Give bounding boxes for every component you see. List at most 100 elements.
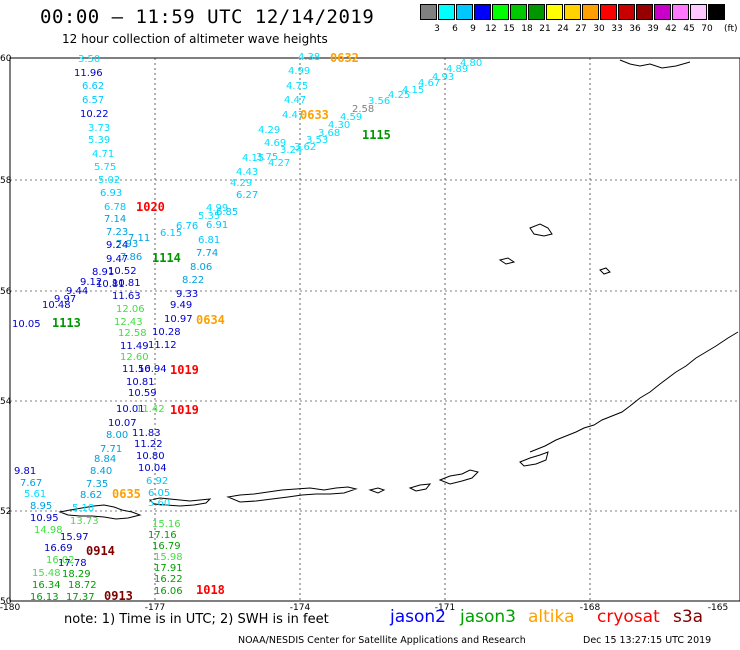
swh-value: 10.97: [164, 314, 193, 325]
swh-value: 8.91: [92, 267, 114, 278]
legend-tick-label: 70: [701, 24, 713, 34]
swh-value: 8.22: [182, 275, 204, 286]
pass-time: 0635: [112, 487, 141, 501]
legend-swatch: [564, 4, 581, 20]
legend-swatch: [672, 4, 689, 20]
swh-value: 5.60: [148, 498, 170, 509]
swh-value: 4.29: [230, 178, 252, 189]
swh-value: 10.48: [42, 300, 71, 311]
legend-swatch: [708, 4, 725, 20]
swh-value: 6.57: [82, 95, 104, 106]
legend-swatch: [456, 4, 473, 20]
legend-swatch: [636, 4, 653, 20]
satellite-cryosat: cryosat: [597, 607, 660, 627]
swh-value: 10.81: [126, 377, 155, 388]
swh-value: 16.34: [32, 580, 61, 591]
swh-value: 4.15: [242, 153, 264, 164]
swh-value: 18.29: [62, 569, 91, 580]
longitude-label: -180: [0, 603, 20, 613]
legend-tick-label: 42: [665, 24, 677, 34]
swh-value: 10.07: [108, 418, 137, 429]
swh-value: 3.50: [78, 54, 100, 65]
legend-swatch: [618, 4, 635, 20]
longitude-label: -168: [580, 603, 601, 613]
swh-value: 8.84: [94, 454, 116, 465]
legend-swatch: [492, 4, 509, 20]
swh-value: 7.93: [116, 239, 138, 250]
swh-value: 4.59: [340, 112, 362, 123]
swh-value: 8.06: [190, 262, 212, 273]
swh-value: 4.29: [258, 125, 280, 136]
satellite-s3a: s3a: [673, 607, 704, 627]
legend-tick-label: 36: [629, 24, 641, 34]
swh-value: 9.24: [106, 240, 128, 251]
swh-value: 5.02: [98, 175, 120, 186]
swh-value: 11.49: [120, 341, 149, 352]
swh-value: 10.22: [80, 109, 109, 120]
credit-line: NOAA/NESDIS Center for Satellite Applica…: [238, 635, 526, 646]
legend-tick-label: 30: [593, 24, 605, 34]
swh-value: 2.58: [352, 104, 374, 115]
swh-value: 4.67: [418, 78, 440, 89]
swh-value: 6.76: [176, 221, 198, 232]
pass-time: 1019: [170, 403, 199, 417]
swh-value: 7.74: [196, 248, 218, 259]
map-subtitle: 12 hour collection of altimeter wave hei…: [62, 32, 328, 46]
swh-value: 13.73: [70, 516, 99, 527]
swh-value: 9.49: [170, 300, 192, 311]
coastline-nunivak-area: [619, 59, 691, 69]
swh-value: 17.37: [66, 592, 95, 603]
swh-value: 10.81: [112, 278, 141, 289]
swh-value: 8.40: [90, 466, 112, 477]
swh-value: 11.42: [136, 404, 165, 415]
legend-tick-label: 6: [452, 24, 458, 34]
swh-value: 9.97: [54, 294, 76, 305]
longitude-label: -174: [290, 603, 311, 613]
swh-value: 4.80: [460, 58, 482, 69]
pass-time: 1019: [170, 363, 199, 377]
legend-tick-label: 18: [521, 24, 533, 34]
swh-value: 18.72: [68, 580, 97, 591]
legend-tick-label: 33: [611, 24, 623, 34]
swh-value: 10.28: [152, 327, 181, 338]
swh-value: 4.38: [298, 52, 320, 63]
swh-value: 17.91: [154, 563, 183, 574]
swh-value: 10.52: [108, 266, 137, 277]
latitude-label: 50: [0, 597, 12, 607]
latitude-label: 58: [0, 176, 12, 186]
swh-value: 10.94: [138, 364, 167, 375]
swh-value: 6.91: [206, 220, 228, 231]
swh-value: 9.81: [14, 466, 36, 477]
pass-time: 0634: [196, 313, 225, 327]
swh-value: 7.71: [100, 444, 122, 455]
coastline-andreanof-islands: [226, 486, 358, 503]
legend-swatch: [438, 4, 455, 20]
swh-value: 11.56: [122, 364, 151, 375]
legend-swatch: [690, 4, 707, 20]
swh-value: 10.01: [116, 404, 145, 415]
legend-swatch: [600, 4, 617, 20]
swh-value: 4.25: [388, 90, 410, 101]
swh-value: 9.12: [80, 277, 102, 288]
coastline-islands-of-four-mountains: [368, 487, 386, 494]
swh-value: 12.43: [114, 317, 143, 328]
legend-swatch: [420, 4, 437, 20]
legend-tick-label: 15: [503, 24, 515, 34]
swh-value: 6.27: [236, 190, 258, 201]
swh-value: 16.06: [154, 586, 183, 597]
swh-value: 6.78: [104, 202, 126, 213]
swh-value: 5.18: [72, 503, 94, 514]
coastline-rat-islands: [148, 497, 212, 507]
swh-value: 4.15: [402, 85, 424, 96]
latitude-label: 60: [0, 54, 12, 64]
swh-value: 8.62: [80, 490, 102, 501]
coastline-alaska-peninsula: [529, 331, 739, 453]
legend-swatch: [546, 4, 563, 20]
latitude-label: 54: [0, 397, 12, 407]
swh-value: 11.63: [112, 291, 141, 302]
swh-value: 6.15: [160, 228, 182, 239]
pass-time: 1018: [196, 583, 225, 597]
swh-value: 16.02: [46, 555, 75, 566]
pass-time: 1114: [152, 251, 181, 265]
